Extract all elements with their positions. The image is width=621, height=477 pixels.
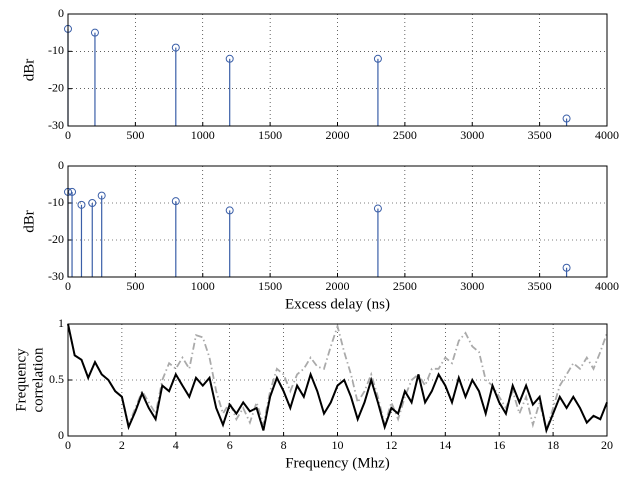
x-tick-label: 3500 (528, 279, 552, 293)
x-tick-label: 16 (493, 438, 505, 452)
y-tick-label: -20 (48, 80, 64, 94)
stem (68, 187, 77, 277)
y-tick-label: 0.5 (49, 372, 64, 386)
stem (225, 206, 234, 277)
x-tick-label: 500 (126, 279, 144, 293)
x-tick-label: 2500 (393, 128, 417, 142)
stem (171, 197, 180, 277)
stem-head (373, 54, 382, 63)
x-tick-label: 2500 (393, 279, 417, 293)
x-tick-label: 3500 (528, 128, 552, 142)
x-tick-label: 18 (547, 438, 559, 452)
stem-head (225, 54, 234, 63)
x-tick-label: 0 (65, 279, 71, 293)
stem-head (90, 28, 99, 37)
x-tick-label: 2000 (326, 279, 350, 293)
x-tick-label: 3000 (460, 128, 484, 142)
stem (373, 54, 382, 126)
x-tick-label: 14 (439, 438, 451, 452)
stem (225, 54, 234, 126)
stem-head (88, 199, 97, 207)
stem (97, 191, 106, 277)
x-tick-label: 0 (65, 438, 71, 452)
stem (90, 28, 99, 126)
stem-head (68, 187, 77, 196)
x-tick-label: 2 (119, 438, 125, 452)
stem (562, 263, 571, 277)
y-tick-label: 1 (58, 316, 64, 330)
x-tick-label: 8 (281, 438, 287, 452)
stem-head (225, 206, 234, 215)
y-tick-label: -20 (48, 232, 64, 246)
stem-head (562, 114, 571, 123)
x-tick-label: 20 (601, 438, 613, 452)
y-tick-label: 0 (58, 428, 64, 442)
x-tick-label: 1000 (191, 279, 215, 293)
x-tick-label: 3000 (460, 279, 484, 293)
y-tick-label: -10 (48, 43, 64, 57)
stem (562, 114, 571, 126)
y-tick-label: -10 (48, 195, 64, 209)
y-tick-label: 0 (58, 158, 64, 172)
x-tick-label: 0 (65, 128, 71, 142)
y-axis-label: dBr (21, 59, 37, 82)
x-tick-label: 1500 (258, 128, 282, 142)
x-tick-label: 2000 (326, 128, 350, 142)
y-axis-label: Frequency (13, 348, 29, 412)
stem (171, 43, 180, 126)
x-axis-label: Excess delay (ns) (285, 296, 390, 312)
y-axis-label: correlation (30, 347, 46, 412)
subplot: 0 500 1000 1500 2000 2500 3000 3500 4000 0 -10 -20 -… (21, 158, 619, 313)
x-tick-label: 500 (126, 128, 144, 142)
stem (373, 204, 382, 277)
stem-head (373, 204, 382, 213)
y-tick-label: 0 (58, 6, 64, 20)
stem-head (171, 197, 180, 206)
x-tick-label: 10 (332, 438, 344, 452)
stem (77, 200, 86, 277)
stem (88, 199, 97, 277)
x-tick-label: 1000 (191, 128, 215, 142)
stem-head (97, 191, 106, 200)
x-tick-label: 1500 (258, 279, 282, 293)
axes-frame (67, 165, 608, 278)
x-tick-label: 12 (385, 438, 397, 452)
x-tick-label: 4000 (595, 128, 619, 142)
x-tick-label: 4 (173, 438, 179, 452)
series-line (67, 323, 608, 434)
y-tick-label: -30 (48, 118, 64, 132)
y-tick-label: -30 (48, 269, 64, 283)
stem-head (562, 263, 571, 272)
stem-head (171, 43, 180, 52)
subplot: 0 2 4 6 8 10 12 14 16 18 20 0 0.5 1 Frequency correlati… (13, 316, 613, 472)
x-axis-label: Frequency (Mhz) (285, 455, 390, 471)
axes-frame (67, 13, 608, 127)
x-tick-label: 4000 (595, 279, 619, 293)
subplot: 0 500 1000 1500 2000 2500 3000 3500 4000 0 -10 -20 -… (21, 6, 619, 142)
series-line (67, 323, 608, 434)
axes-frame (67, 323, 608, 437)
stem-head (77, 200, 86, 209)
x-tick-label: 6 (227, 438, 233, 452)
y-axis-label: dBr (21, 210, 37, 233)
